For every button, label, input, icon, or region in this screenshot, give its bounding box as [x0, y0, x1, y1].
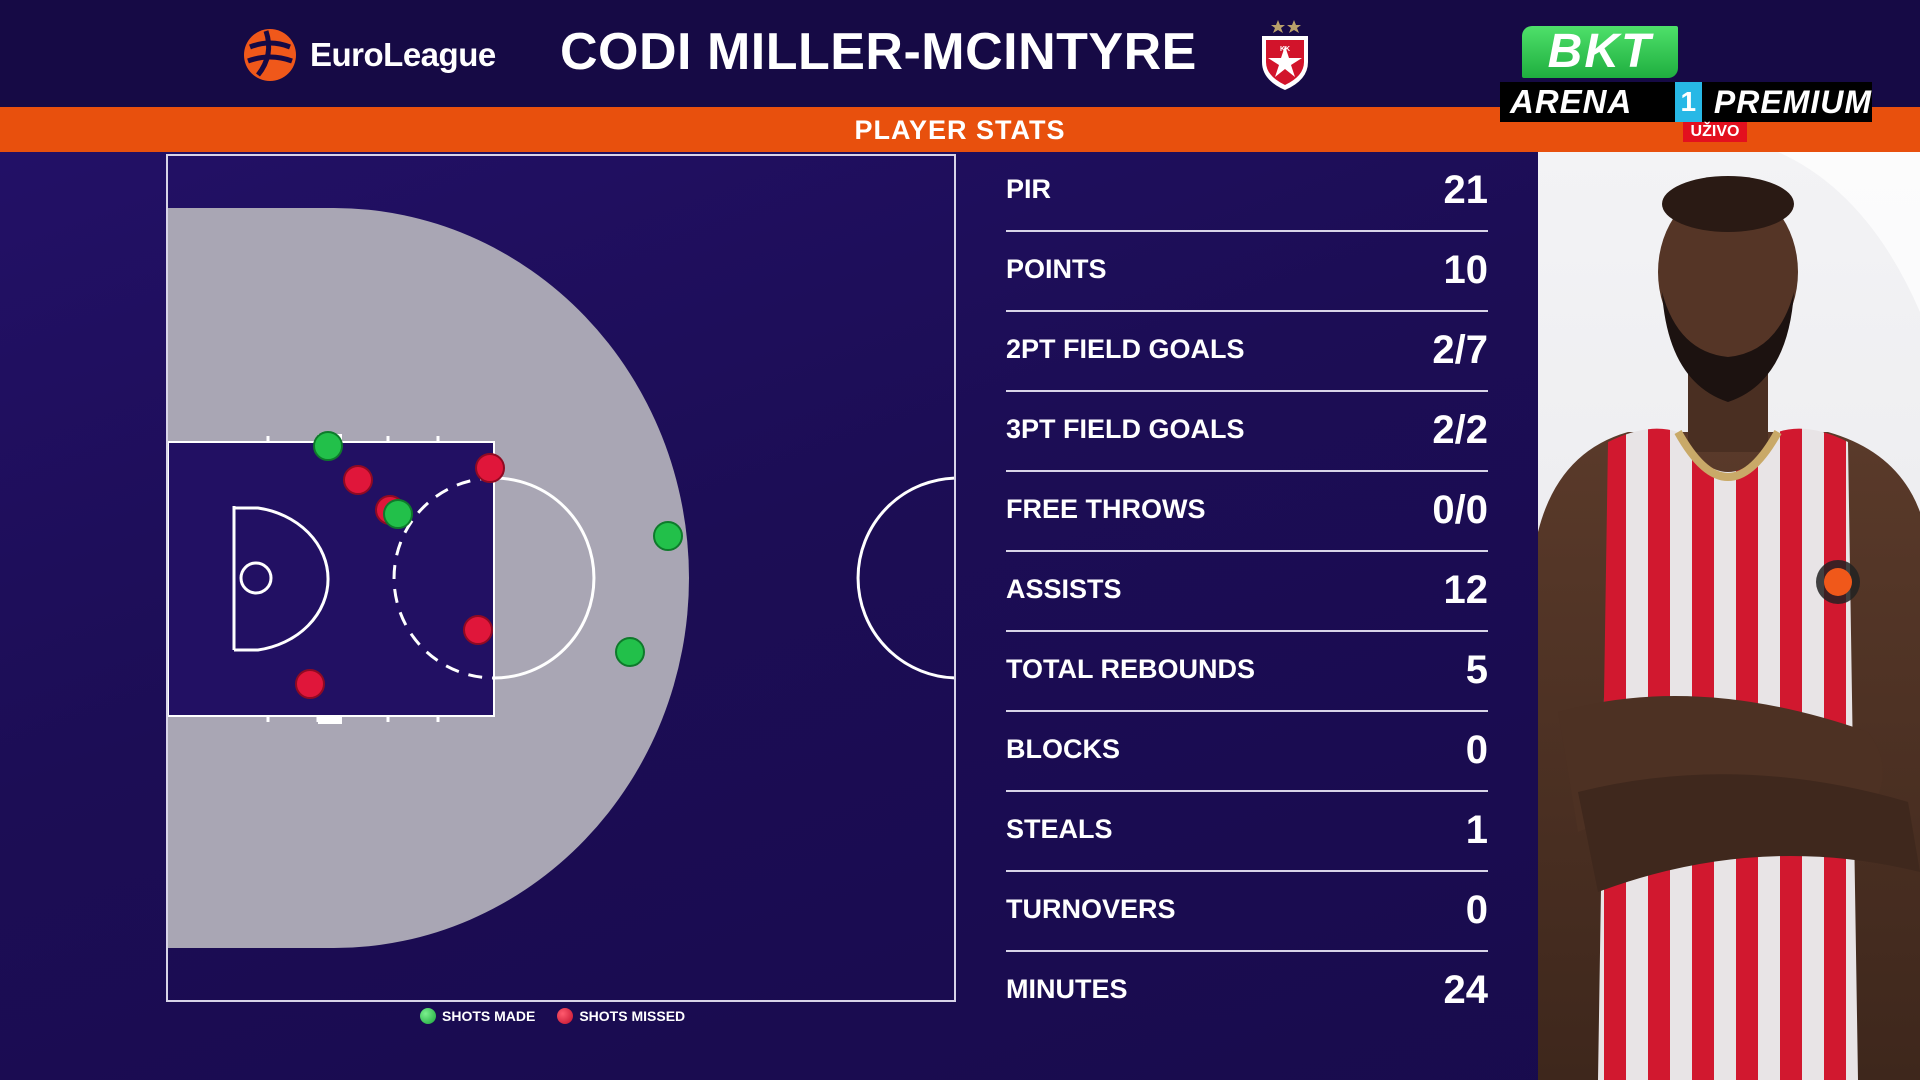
court-diagram — [168, 208, 954, 948]
channel-logo: BKT ARENA 1 PREMIUM UŽIVO — [1500, 22, 1872, 144]
shots-layer — [295, 431, 683, 699]
restricted-area — [232, 506, 330, 652]
stat-label: MINUTES — [1006, 974, 1128, 1004]
stat-label: ASSISTS — [1006, 574, 1122, 604]
shot-made-marker — [313, 431, 343, 461]
stat-label: TURNOVERS — [1006, 894, 1176, 924]
stat-label: PIR — [1006, 174, 1052, 204]
stat-value: 2/7 — [1432, 328, 1488, 372]
paint-area — [168, 441, 495, 717]
made-dot-icon — [420, 1008, 436, 1024]
player-figure — [1538, 152, 1920, 1080]
stat-label: 3PT FIELD GOALS — [1006, 414, 1245, 444]
stat-row: BLOCKS 0 — [1006, 712, 1488, 792]
euroleague-ball-icon — [244, 29, 296, 81]
stat-label: STEALS — [1006, 814, 1113, 844]
lane-block-bottom — [318, 716, 342, 724]
channel-brand: BKT — [1522, 26, 1678, 78]
stat-label: FREE THROWS — [1006, 494, 1206, 524]
stat-row: POINTS 10 — [1006, 232, 1488, 312]
stat-value: 1 — [1465, 808, 1488, 852]
player-name: CODI MILLER-MCINTYRE — [560, 23, 1197, 81]
player-photo — [1538, 152, 1920, 1080]
shot-missed-marker — [343, 465, 373, 495]
shot-missed-marker — [463, 615, 493, 645]
legend-made-label: SHOTS MADE — [442, 1008, 536, 1024]
stat-row: TOTAL REBOUNDS 5 — [1006, 632, 1488, 712]
shot-chart — [166, 154, 956, 1002]
stat-value: 10 — [1443, 248, 1489, 292]
channel-arena: ARENA — [1510, 83, 1633, 120]
channel-name-row: ARENA 1 PREMIUM — [1500, 82, 1872, 122]
stats-table: PIR 21 POINTS 10 2PT FIELD GOALS 2/7 3PT FI… — [1006, 152, 1488, 1032]
crest-letters: KK — [1280, 46, 1290, 53]
live-badge: UŽIVO — [1683, 122, 1747, 142]
stat-value: 5 — [1465, 648, 1488, 692]
legend-made: SHOTS MADE — [420, 1008, 535, 1024]
league-name: EuroLeague — [310, 36, 496, 73]
stat-value: 0 — [1465, 888, 1488, 932]
stat-row: 3PT FIELD GOALS 2/2 — [1006, 392, 1488, 472]
section-title: PLAYER STATS — [854, 115, 1066, 145]
stat-value: 24 — [1443, 968, 1489, 1012]
legend-missed: SHOTS MISSED — [557, 1008, 685, 1024]
stat-value: 0/0 — [1432, 488, 1488, 532]
stat-row: TURNOVERS 0 — [1006, 872, 1488, 952]
legend-missed-label: SHOTS MISSED — [579, 1008, 686, 1024]
stat-row: STEALS 1 — [1006, 792, 1488, 872]
stat-row: PIR 21 — [1006, 152, 1488, 232]
stat-label: TOTAL REBOUNDS — [1006, 654, 1256, 684]
shot-made-marker — [615, 637, 645, 667]
stat-value: 2/2 — [1432, 408, 1488, 452]
channel-tier: PREMIUM — [1713, 83, 1872, 120]
shot-missed-marker — [475, 453, 505, 483]
free-throw-circle-solid — [493, 476, 596, 680]
euroleague-logo: EuroLeague — [240, 22, 496, 88]
stat-row: FREE THROWS 0/0 — [1006, 472, 1488, 552]
stat-value: 12 — [1443, 568, 1489, 612]
shot-made-marker — [383, 499, 413, 529]
stat-value: 21 — [1443, 168, 1489, 212]
stat-row: MINUTES 24 — [1006, 952, 1488, 1032]
rim — [239, 561, 273, 595]
stat-label: POINTS — [1006, 254, 1107, 284]
shot-made-marker — [653, 521, 683, 551]
crvena-zvezda-crest-icon: KK — [1262, 20, 1308, 90]
stat-value: 0 — [1465, 728, 1488, 772]
stat-label: 2PT FIELD GOALS — [1006, 334, 1245, 364]
stat-label: BLOCKS — [1006, 734, 1120, 764]
stat-row: 2PT FIELD GOALS 2/7 — [1006, 312, 1488, 392]
free-throw-circle-dashed — [392, 476, 495, 680]
shot-missed-marker — [295, 669, 325, 699]
missed-dot-icon — [557, 1008, 574, 1024]
channel-number: 1 — [1674, 82, 1702, 122]
shot-legend: SHOTS MADE SHOTS MISSED — [420, 1008, 685, 1024]
center-circle — [856, 476, 954, 680]
stat-row: ASSISTS 12 — [1006, 552, 1488, 632]
